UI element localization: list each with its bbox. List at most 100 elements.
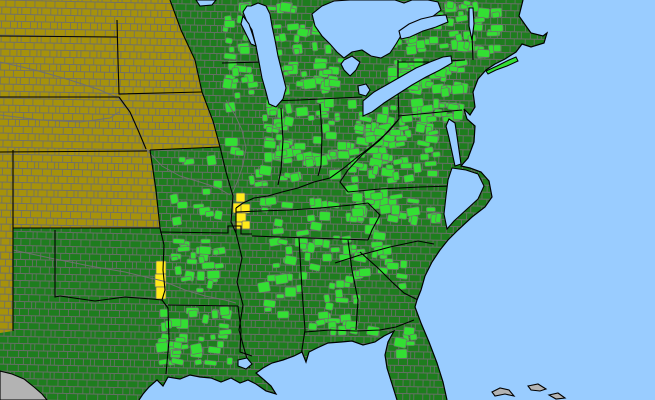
bright-county-deep-south [308,263,321,272]
bright-county-florida [393,336,408,349]
bright-county-deep-south [257,281,271,294]
bright-county-arkansas [214,262,225,270]
bright-county-il-in-oh [389,104,398,111]
bright-county-north-carolina [391,204,401,216]
state-border-ga-sc [359,251,419,301]
bright-county-northeast [490,24,504,33]
bright-county-wisconsin [224,37,233,45]
bright-county-il-in-oh [325,131,338,140]
bright-county-ky-tn-wv [264,196,277,206]
bright-county-deep-south [298,271,308,281]
bright-county-florida [395,348,408,359]
bright-county-pa-md [432,98,440,109]
state-border-nc-sc [334,240,435,264]
bright-county-il-in-oh [324,97,335,108]
bright-county-il-in-oh [337,150,350,160]
bright-county-northeast [445,0,455,10]
bright-county-sc-ga [398,282,407,290]
bright-county-north-carolina [435,213,442,224]
bright-county-il-in-oh [347,99,358,110]
bright-county-gulf-texas [155,341,169,353]
bright-county-louisiana [209,334,217,341]
bright-county-missouri [176,201,188,209]
bahamas-2 [527,383,548,392]
state-border-ia-mo [149,146,221,151]
bright-county-north-carolina [386,214,399,223]
gulf-of-mexico-coastline [138,329,398,400]
state-border-ky-tn [235,202,369,213]
bright-county-arkansas [200,238,211,244]
state-border-mn-wi [169,0,203,93]
bright-county-deep-south [262,299,277,308]
bright-county-il-in-oh [376,113,389,124]
bright-county-michigan-mitten [278,32,287,43]
bright-county-michigan-mitten [300,70,308,78]
bright-county-il-in-oh [334,116,341,122]
bright-county-ky-tn-wv [318,211,331,222]
lake-erie [362,55,453,117]
bright-county-deep-south [264,306,272,313]
bright-county-louisiana [226,357,233,365]
bright-county-virginia [373,127,386,137]
bright-county-il-in-oh [284,103,293,115]
bright-county-il-in-oh [276,108,284,119]
bright-county-deep-south [328,282,336,290]
yellow-county [241,220,251,230]
bright-county-illinois [224,137,239,147]
bright-county-nj-de [447,103,459,111]
bright-county-illinois [240,76,249,84]
bright-county-ky-tn-wv [289,172,300,183]
bright-county-arkansas [170,255,179,262]
bright-county-deep-south [277,238,288,246]
bright-county-ky-tn-wv [272,227,285,235]
lake-champlain [468,7,475,41]
bright-county-gulf-texas [172,341,183,350]
bright-county-virginia [427,129,439,137]
bright-county-wisconsin [223,52,237,60]
bright-county-michigan-mitten [293,47,301,55]
state-border-mi-south [267,96,363,102]
bright-county-northeast [476,48,491,58]
bright-county-arkansas [186,258,198,265]
bright-county-ky-tn-wv [309,221,323,232]
bright-county-missouri [171,216,183,227]
bright-county-pa-md [438,103,446,109]
bright-county-arkansas [212,249,220,256]
bright-county-il-in-oh [295,106,309,117]
bright-county-deep-south [299,242,307,250]
bright-county-michigan-mitten [322,68,333,76]
bright-county-ky-tn-wv [295,153,304,162]
bright-county-northeast [477,7,491,19]
bright-county-louisiana [207,346,222,355]
bright-county-sc-ga [377,266,389,275]
bright-county-wisconsin [228,46,235,53]
long-island [485,56,519,75]
bright-county-michigan-mitten [293,34,300,43]
mexico [0,370,48,400]
pamlico-albemarle-sounds [443,167,485,231]
bright-county-arkansas [206,279,214,290]
state-border-ne-ia-river [118,96,147,150]
state-border-mason-dixon [397,109,463,117]
bright-county-ky-tn-wv [263,151,273,163]
bright-county-virginia [432,151,441,158]
bright-county-northeast [415,39,426,50]
bright-county-michigan-mitten [324,44,332,55]
bright-county-illinois [263,140,277,149]
bright-county-louisiana [194,358,203,366]
bright-county-north-carolina [379,204,392,215]
bright-county-nj-de [451,84,465,95]
bright-county-arkansas [198,245,212,255]
state-border-ok-ar [159,227,166,301]
bright-county-arkansas [190,251,197,260]
state-border-mo-ar [159,225,252,235]
state-border-in-oh [317,103,323,177]
bright-county-northeast [486,31,499,37]
bright-county-ny-pa [387,67,398,77]
bright-county-arkansas [172,238,185,245]
bright-county-ky-tn-wv [344,183,360,195]
bright-county-michigan-mitten [328,79,341,88]
atlantic-ocean [415,0,655,400]
state-border-upper-mississippi [201,91,237,234]
bright-county-fl-panhandle [329,327,337,336]
